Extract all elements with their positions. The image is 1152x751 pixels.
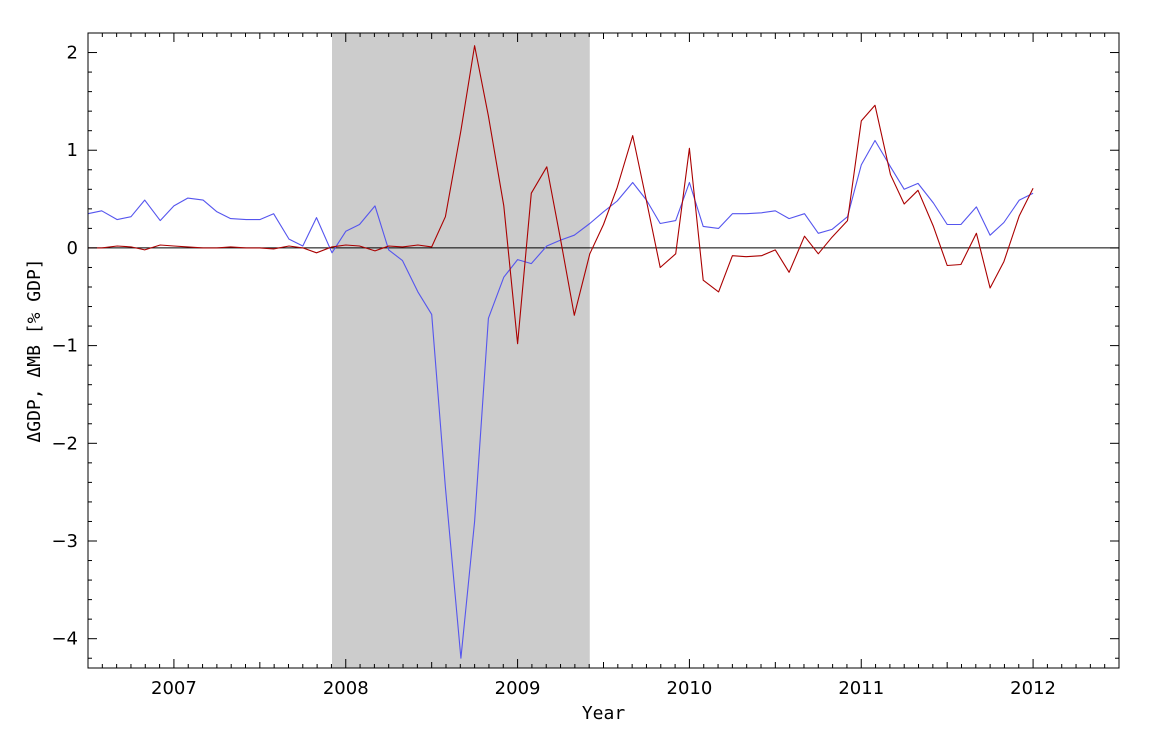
x-tick-label: 2009 [495,678,541,699]
x-tick-label: 2007 [151,678,197,699]
recession-shading [332,33,590,668]
axis-ticks [87,32,1120,668]
x-tick-label: 2012 [1010,678,1056,699]
y-tick-label: −1 [51,336,78,357]
y-axis-label: ΔGDP, ΔMB [% GDP] [24,258,45,442]
recession-band [332,33,590,668]
y-tick-label: −3 [51,531,78,552]
x-axis-label: Year [582,703,626,724]
x-tick-label: 2008 [323,678,369,699]
x-tick-labels: 2007 2008 2009 2010 2011 2012 [151,678,1056,699]
series-line-2 [88,45,1034,345]
x-tick-label: 2011 [838,678,884,699]
y-tick-label: 0 [67,238,78,259]
y-tick-label: −4 [51,629,78,650]
series-lines [87,45,1034,659]
y-tick-label: 2 [67,43,78,64]
y-tick-label: −2 [51,433,78,454]
x-tick-label: 2010 [667,678,713,699]
y-tick-labels: −4 −3 −2 −1 0 1 2 [51,43,78,650]
y-tick-label: 1 [67,140,78,161]
